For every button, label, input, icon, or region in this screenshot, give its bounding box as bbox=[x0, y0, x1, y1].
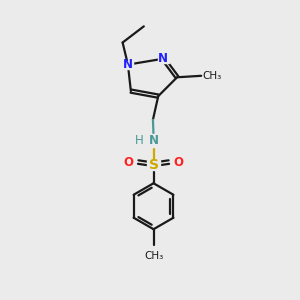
Text: O: O bbox=[174, 156, 184, 169]
Text: S: S bbox=[148, 158, 158, 172]
Text: N: N bbox=[158, 52, 168, 65]
Text: N: N bbox=[123, 58, 133, 71]
Bar bbox=[158, 55, 169, 63]
Text: H: H bbox=[135, 134, 144, 147]
Text: O: O bbox=[123, 156, 133, 169]
Text: CH₃: CH₃ bbox=[144, 251, 163, 261]
Bar bbox=[147, 160, 160, 170]
Bar bbox=[123, 61, 133, 69]
Bar bbox=[174, 158, 184, 166]
Bar bbox=[137, 134, 155, 148]
Bar bbox=[123, 158, 134, 166]
Text: N: N bbox=[149, 134, 159, 147]
Text: CH₃: CH₃ bbox=[203, 71, 222, 81]
